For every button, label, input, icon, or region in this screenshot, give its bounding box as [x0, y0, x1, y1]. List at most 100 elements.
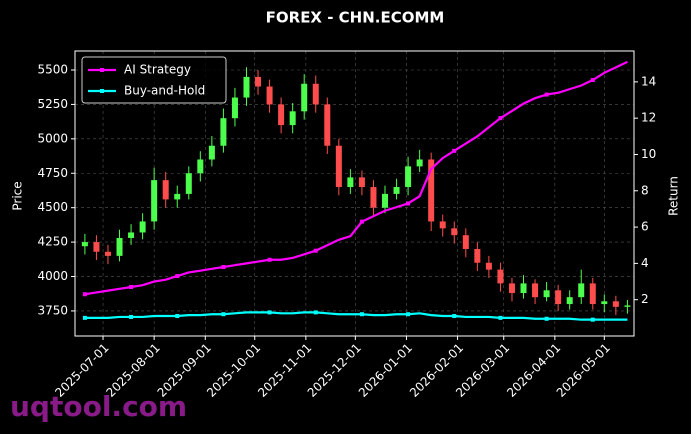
legend-label: Buy-and-Hold	[124, 84, 205, 98]
candle-body	[128, 232, 135, 238]
candle-body	[139, 221, 146, 233]
plot-frame	[74, 50, 635, 337]
y-tick-label: 4000	[37, 269, 68, 283]
x-tick-label: 2025-12-01	[305, 341, 364, 400]
candle-body	[497, 269, 504, 284]
candle-body	[243, 76, 250, 98]
y2-tick-label: 8	[641, 183, 649, 197]
legend-box	[81, 56, 227, 104]
legend-marker	[100, 68, 104, 72]
line-marker	[590, 317, 595, 322]
y-axis-label: Price	[11, 181, 25, 210]
candle-body	[370, 187, 377, 208]
line-marker	[590, 78, 595, 83]
watermark: uqtool.com	[10, 390, 187, 423]
candle-body	[589, 283, 596, 305]
line-marker	[175, 314, 180, 319]
candle-body	[312, 83, 319, 105]
candle-body	[485, 262, 492, 270]
y-tick-label: 4500	[37, 200, 68, 214]
line-marker	[544, 316, 549, 321]
candle-body	[451, 228, 458, 236]
candle-body	[578, 283, 585, 298]
line-marker	[406, 312, 411, 317]
candle-body	[104, 251, 111, 256]
line-marker	[267, 310, 272, 315]
y-tick-label: 5250	[37, 97, 68, 111]
candle-body	[428, 159, 435, 222]
line-marker	[359, 219, 364, 224]
candle-body	[555, 290, 562, 305]
y2-tick-label: 10	[641, 147, 656, 161]
candle-body	[231, 97, 238, 119]
line-marker	[452, 314, 457, 319]
line-marker	[544, 92, 549, 97]
candle-body	[197, 159, 204, 174]
y2-axis-label: Return	[667, 176, 681, 216]
line-marker	[82, 315, 87, 320]
candle-body	[81, 242, 88, 247]
candle-body	[185, 173, 192, 194]
candle-body	[532, 283, 539, 298]
candle-body	[358, 177, 365, 188]
line-marker	[498, 315, 503, 320]
candle-body	[162, 180, 169, 200]
candle-body	[462, 235, 469, 249]
x-tick-label: 2025-10-01	[204, 341, 263, 400]
chart-title: FOREX - CHN.ECOMM	[266, 9, 445, 27]
candle-body	[347, 177, 354, 188]
y2-tick-label: 2	[641, 292, 649, 306]
candle-body	[612, 301, 619, 307]
line-marker	[406, 201, 411, 206]
line-marker	[452, 148, 457, 153]
line-marker	[313, 248, 318, 253]
line-marker	[221, 312, 226, 317]
candle-body	[255, 76, 262, 87]
candle-body	[301, 83, 308, 112]
y-tick-label: 5000	[37, 131, 68, 145]
candle-body	[405, 166, 412, 188]
line-marker	[175, 274, 180, 279]
line-marker	[82, 292, 87, 297]
line-marker	[359, 312, 364, 317]
candle-body	[508, 283, 515, 294]
x-tick-label: 2026-05-01	[554, 341, 613, 400]
line-marker	[221, 265, 226, 270]
line-marker	[129, 284, 134, 289]
candle-body	[416, 159, 423, 167]
y2-tick-label: 6	[641, 220, 649, 234]
y-tick-label: 5500	[37, 63, 68, 77]
candle-body	[266, 86, 273, 105]
candle-body	[174, 193, 181, 200]
candle-body	[601, 301, 608, 305]
line-marker	[313, 310, 318, 315]
candle-body	[335, 145, 342, 188]
candle-body	[220, 118, 227, 146]
candle-body	[208, 145, 215, 160]
candle-body	[393, 187, 400, 194]
candle-body	[439, 221, 446, 229]
candle-body	[289, 111, 296, 126]
legend-marker	[100, 89, 104, 93]
candle-body	[543, 290, 550, 298]
y-tick-label: 4750	[37, 166, 68, 180]
x-tick-label: 2026-01-01	[356, 341, 415, 400]
candle-body	[116, 237, 123, 256]
candle-body	[278, 104, 285, 126]
candle-body	[93, 242, 100, 252]
legend-label: AI Strategy	[124, 63, 191, 77]
candle-body	[382, 193, 389, 208]
y2-tick-label: 12	[641, 111, 656, 125]
candle-body	[324, 104, 331, 146]
y-tick-label: 4250	[37, 235, 68, 249]
y2-tick-label: 14	[641, 74, 656, 88]
line-marker	[129, 314, 134, 319]
line-marker	[267, 257, 272, 262]
candle-body	[520, 283, 527, 294]
y-tick-label: 3750	[37, 303, 68, 317]
candle-body	[624, 305, 631, 307]
y2-tick-label: 4	[641, 256, 649, 270]
candle-body	[474, 248, 481, 263]
candle-body	[151, 180, 158, 222]
